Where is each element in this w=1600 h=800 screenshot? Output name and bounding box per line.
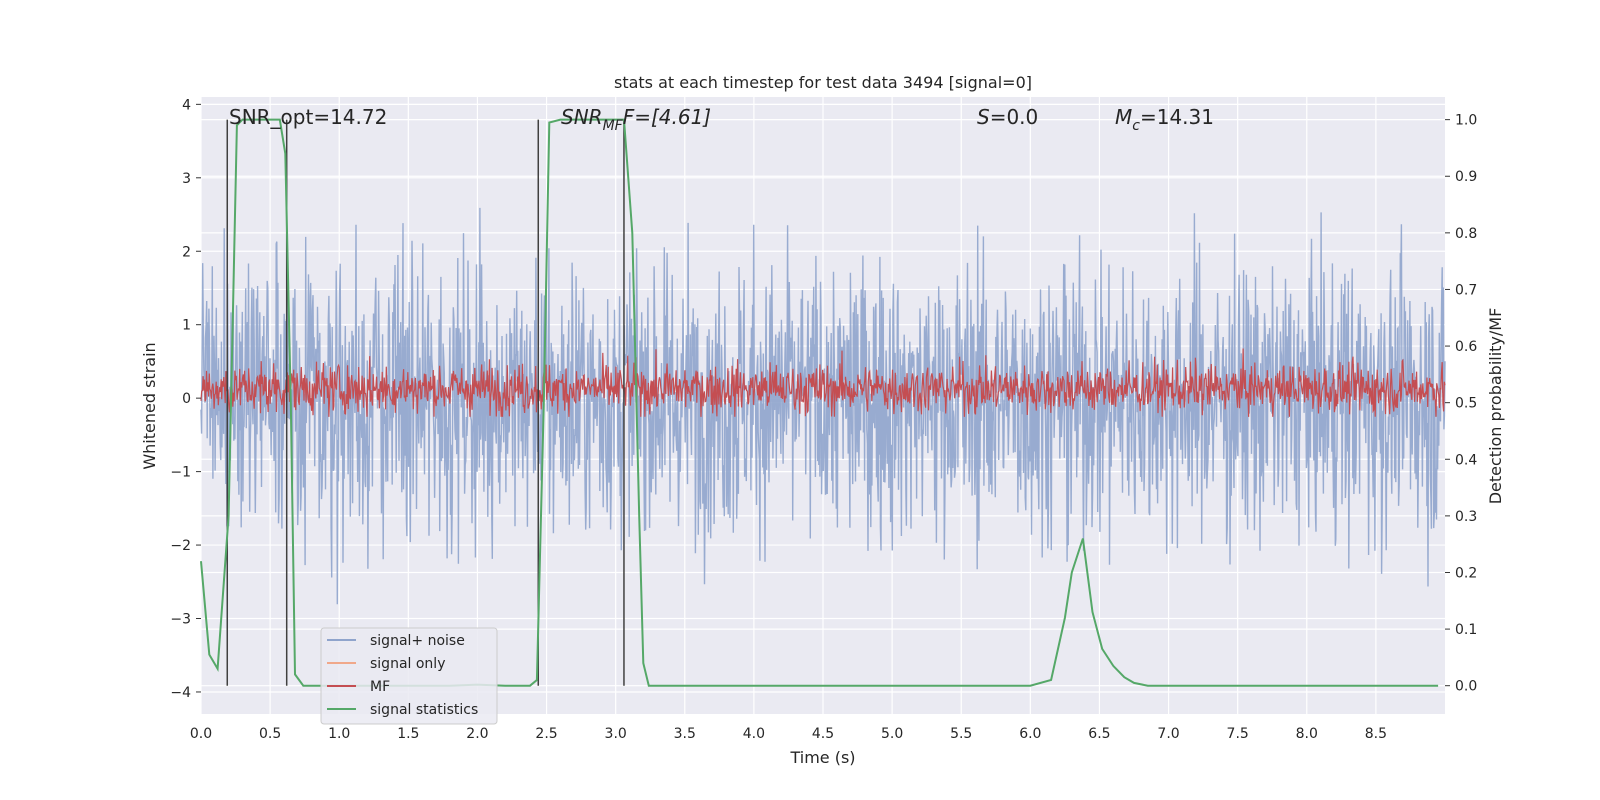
legend: signal+ noise signal only MF signal stat… [320, 627, 498, 725]
y-left-tick-label: 1 [182, 318, 191, 334]
x-axis-label: Time (s) [789, 748, 855, 767]
y-right-tick-label: 0.4 [1455, 452, 1477, 468]
y-right-tick-label: 0.1 [1455, 622, 1477, 638]
y-right-tick-label: 0.0 [1455, 679, 1477, 695]
annotation-snr-mf-tail: F=[4.61] [623, 105, 711, 129]
x-tick-label: 4.0 [743, 726, 765, 742]
legend-box [320, 627, 498, 725]
annotation-snr-mf-sub: MF [603, 118, 624, 134]
x-tick-label: 8.5 [1365, 726, 1387, 742]
x-tick-label: 6.5 [1088, 726, 1110, 742]
y-right-tick-label: 0.3 [1455, 509, 1477, 525]
x-tick-label: 2.0 [466, 726, 488, 742]
y-left-tick-label: 2 [182, 244, 191, 260]
x-axis-ticks: 0.0 0.5 1.0 1.5 2.0 2.5 3.0 3.5 4.0 4.5 5.0 5.5 6.0 6… [190, 726, 1387, 742]
left-y-axis-label: Whitened strain [140, 342, 159, 469]
y-right-tick-label: 1.0 [1455, 113, 1477, 129]
annotation-mc: Mc=14.31 [1115, 105, 1214, 134]
x-tick-label: 2.5 [535, 726, 557, 742]
annotation-mc-main: M [1115, 105, 1132, 129]
x-tick-label: 6.0 [1019, 726, 1041, 742]
right-y-axis-label: Detection probability/MF [1486, 308, 1505, 505]
y-left-tick-label: −2 [170, 538, 191, 554]
y-right-tick-label: 0.5 [1455, 396, 1477, 412]
series-signal-noise [200, 207, 1446, 605]
series-mf [200, 348, 1446, 417]
y-left-tick-label: 3 [182, 171, 191, 187]
signal-statistics-line [200, 118, 1439, 687]
chart-title: stats at each timestep for test data 349… [614, 73, 1032, 92]
legend-label-signal-noise: signal+ noise [370, 633, 465, 649]
legend-label-signal-statistics: signal statistics [370, 702, 478, 718]
annotation-snr-mf-main: SNR [561, 105, 603, 129]
x-tick-label: 7.5 [1227, 726, 1249, 742]
x-tick-label: 8.0 [1296, 726, 1318, 742]
x-tick-label: 0.5 [259, 726, 281, 742]
y-right-tick-label: 0.6 [1455, 339, 1477, 355]
x-tick-label: 4.5 [812, 726, 834, 742]
signal-noise-line [200, 207, 1446, 605]
grid-layer [200, 97, 1445, 714]
x-tick-label: 3.5 [674, 726, 696, 742]
legend-label-mf: MF [370, 679, 390, 695]
x-tick-label: 3.0 [605, 726, 627, 742]
y-left-tick-label: −3 [170, 612, 191, 628]
y-left-tick-label: 4 [182, 97, 191, 113]
annotation-mc-sub: c [1132, 118, 1140, 134]
y-left-tick-label: −1 [170, 465, 191, 481]
left-y-axis-ticks: 4 3 2 1 0 −1 −2 −3 −4 [170, 97, 201, 701]
x-tick-label: 0.0 [190, 726, 212, 742]
right-y-axis-ticks: 1.0 0.9 0.8 0.7 0.6 0.5 0.4 0.3 0.2 0.1 0.0 [1445, 113, 1477, 695]
y-right-tick-label: 0.7 [1455, 282, 1477, 298]
y-right-tick-label: 0.2 [1455, 565, 1477, 581]
annotation-s-tail: =0.0 [990, 105, 1039, 129]
x-tick-label: 7.0 [1157, 726, 1179, 742]
legend-label-signal-only: signal only [370, 656, 445, 672]
annotation-snr-opt: SNR_opt=14.72 [229, 105, 387, 129]
mf-line [200, 348, 1446, 417]
x-tick-label: 1.0 [328, 726, 350, 742]
x-tick-label: 5.5 [950, 726, 972, 742]
annotation-s-main: S [977, 105, 990, 129]
x-tick-label: 1.5 [397, 726, 419, 742]
annotation-mc-tail: =14.31 [1140, 105, 1214, 129]
y-right-tick-label: 0.9 [1455, 169, 1477, 185]
annotation-snr-mf: SNRMFF=[4.61] [561, 105, 711, 134]
series-signal-statistics [200, 118, 1439, 687]
x-tick-label: 5.0 [881, 726, 903, 742]
y-left-tick-label: −4 [170, 685, 191, 701]
y-right-tick-label: 0.8 [1455, 226, 1477, 242]
y-left-tick-label: 0 [182, 391, 191, 407]
annotation-s: S=0.0 [977, 105, 1038, 129]
